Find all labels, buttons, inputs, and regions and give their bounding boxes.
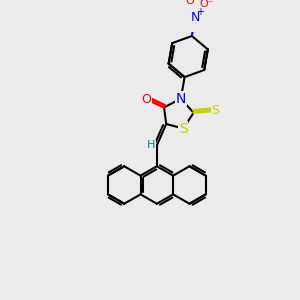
- Text: S: S: [212, 104, 219, 117]
- Text: S: S: [179, 122, 188, 136]
- Text: H: H: [147, 140, 155, 150]
- Text: O: O: [185, 0, 194, 6]
- Text: O: O: [142, 93, 152, 106]
- Text: N: N: [190, 11, 200, 23]
- Text: N: N: [176, 92, 186, 106]
- Text: +: +: [196, 7, 204, 17]
- Text: O⁻: O⁻: [199, 0, 214, 9]
